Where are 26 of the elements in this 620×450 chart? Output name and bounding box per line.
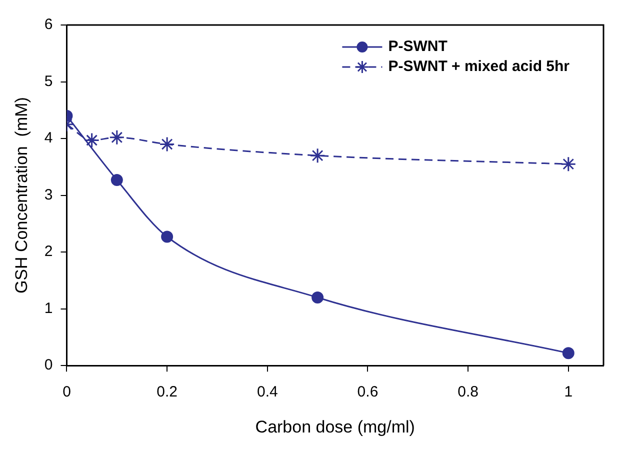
y-tick-label: 6: [44, 16, 53, 34]
y-axis-title: GSH Concentration (mM): [12, 97, 31, 294]
point: [312, 291, 324, 304]
point: [84, 132, 100, 148]
x-tick-label: 0.4: [256, 384, 278, 401]
y-tick-label: 4: [44, 130, 53, 147]
x-tick-label: 0.8: [458, 384, 478, 401]
point: [310, 148, 326, 164]
y-tick-label: 3: [44, 186, 53, 204]
legend-label: P-SWNT: [388, 38, 448, 56]
point: [110, 174, 123, 186]
y-tick-label: 0: [44, 356, 53, 374]
legend-label: P-SWNT + mixed acid 5hr: [388, 58, 570, 76]
y-tick-label: 2: [44, 243, 53, 260]
point: [159, 136, 175, 152]
point: [562, 347, 574, 360]
x-tick-label: 0.6: [357, 384, 378, 401]
x-tick-label: 0.2: [156, 384, 178, 401]
x-tick-label: 1: [564, 384, 573, 401]
y-tick-label: 5: [44, 72, 53, 90]
point: [109, 130, 125, 146]
point: [560, 156, 576, 172]
point: [161, 230, 174, 243]
y-tick-label: 1: [44, 300, 53, 317]
x-tick-label: 0: [62, 384, 71, 401]
x-axis-title: Carbon dose (mg/ml): [255, 417, 415, 436]
